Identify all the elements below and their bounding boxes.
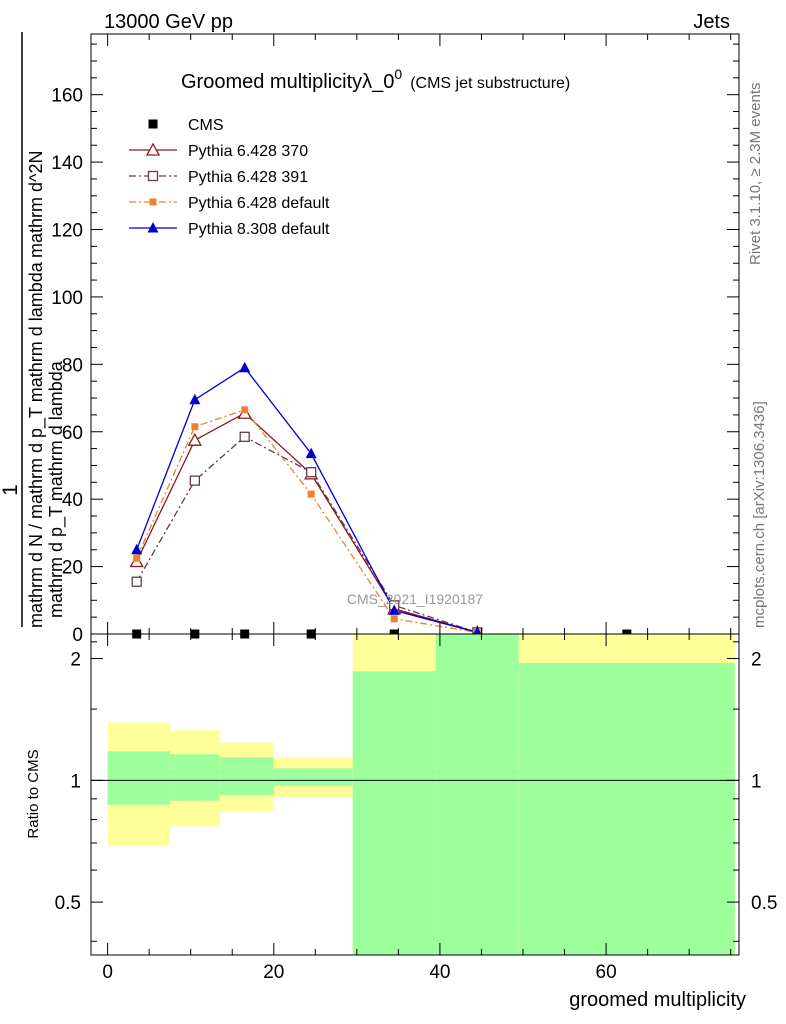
ratio-y-axis-label: Ratio to CMS — [25, 749, 42, 838]
legend-marker — [147, 170, 159, 182]
data-point-series-4 — [131, 543, 143, 555]
legend-label: Pythia 6.428 default — [188, 195, 330, 212]
y-tick-label: 100 — [51, 288, 83, 309]
y-tick-label: 20 — [62, 558, 83, 579]
y-label-side-1: mathrm d^2N — [26, 151, 46, 258]
data-point-series-3 — [133, 554, 141, 562]
legend-label: Pythia 6.428 370 — [188, 143, 308, 160]
rivet-version-label: Rivet 3.1.10, ≥ 2.3M events — [747, 83, 764, 266]
legend-label: Pythia 6.428 391 — [188, 169, 308, 186]
data-point-series-2 — [189, 475, 200, 486]
ratio-y-tick-label-right: 0.5 — [751, 893, 777, 914]
data-point-series-4 — [305, 447, 317, 459]
data-point-series-4 — [388, 604, 400, 615]
header-jets-label: Jets — [693, 11, 730, 33]
legend-label: Pythia 8.308 default — [188, 221, 330, 238]
ratio-y-tick-label: 0.5 — [55, 893, 81, 914]
header-energy-label: 13000 GeV pp — [104, 11, 233, 33]
y-tick-label: 40 — [62, 490, 83, 511]
legend-marker — [147, 222, 159, 233]
x-axis-label: groomed multiplicity — [569, 989, 746, 1011]
series-line-2 — [136, 436, 478, 633]
x-tick-label: 40 — [429, 962, 450, 983]
data-point-series-2 — [306, 467, 317, 478]
main-series-lines — [136, 366, 478, 633]
data-point-series-1 — [187, 432, 202, 446]
ratio-y-tick-label-right: 2 — [751, 650, 762, 671]
stat-uncertainty-band — [169, 754, 220, 801]
stat-uncertainty-band — [518, 663, 735, 955]
legend-entry: Pythia 6.428 391 — [129, 169, 308, 186]
legend-entry: CMS — [148, 117, 224, 134]
legend-entry: Pythia 8.308 default — [129, 221, 330, 238]
y-tick-label: 140 — [51, 153, 83, 174]
data-point-series-3 — [191, 423, 199, 431]
stat-uncertainty-band — [107, 751, 170, 805]
data-point-series-3 — [390, 615, 398, 623]
series-line-1 — [136, 412, 478, 633]
y-label-side-2: mathrm d p_T mathrm d lambda — [46, 360, 67, 618]
y-tick-label: 0 — [72, 625, 83, 646]
legend-marker — [145, 142, 161, 156]
x-axis-ticks: 0 20 40 60 — [102, 34, 732, 983]
y-label-denominator: mathrm d N / mathrm d p_T mathrm d lambd… — [26, 261, 47, 628]
stat-uncertainty-band — [352, 671, 436, 955]
data-point-series-2 — [239, 431, 250, 442]
legend: CMS Pythia 6.428 370 Pythia 6.428 391 Pythi… — [129, 117, 330, 238]
y-tick-label: 80 — [62, 355, 83, 376]
analysis-watermark: CMS_2021_I1920187 — [347, 591, 483, 607]
x-tick-label: 60 — [596, 962, 617, 983]
data-point-series-2 — [131, 576, 142, 587]
main-y-axis-ticks: 0 20 40 60 80 100 120 140 160 — [51, 43, 739, 646]
main-y-axis-label: 1 mathrm d N / mathrm d p_T mathrm d lam… — [0, 32, 67, 628]
y-tick-label: 120 — [51, 221, 83, 242]
data-point-series-4 — [239, 361, 251, 373]
ratio-y-tick-label-right: 1 — [751, 771, 762, 792]
stat-uncertainty-band — [219, 757, 274, 795]
ratio-y-tick-label: 2 — [70, 650, 81, 671]
data-point-series-4 — [189, 393, 201, 405]
x-tick-label: 0 — [102, 962, 113, 983]
ratio-y-axis-ticks: 0.5 0.5 1 1 2 2 — [55, 641, 777, 942]
series-line-4 — [136, 366, 478, 633]
chart-title: Groomed multiplicityλ_00(CMS jet substru… — [181, 66, 570, 93]
stat-uncertainty-band — [435, 634, 519, 955]
legend-label: CMS — [188, 117, 224, 134]
ratio-uncertainty-bands — [107, 634, 735, 955]
legend-marker — [149, 198, 157, 206]
x-tick-label: 20 — [263, 962, 284, 983]
ratio-plot-frame — [90, 633, 740, 956]
data-point-series-3 — [307, 490, 315, 498]
series-line-3 — [136, 409, 478, 633]
ratio-y-tick-label: 1 — [70, 771, 81, 792]
legend-entry: Pythia 6.428 default — [129, 195, 330, 212]
y-tick-label: 60 — [62, 423, 83, 444]
data-point-series-3 — [241, 406, 249, 414]
y-label-numerator: 1 — [0, 484, 22, 496]
stat-uncertainty-band — [273, 768, 353, 786]
y-tick-label: 160 — [51, 86, 83, 107]
legend-entry: Pythia 6.428 370 — [129, 142, 308, 160]
legend-marker — [148, 119, 158, 129]
mcplots-label: mcplots.cern.ch [arXiv:1306.3436] — [751, 401, 768, 628]
